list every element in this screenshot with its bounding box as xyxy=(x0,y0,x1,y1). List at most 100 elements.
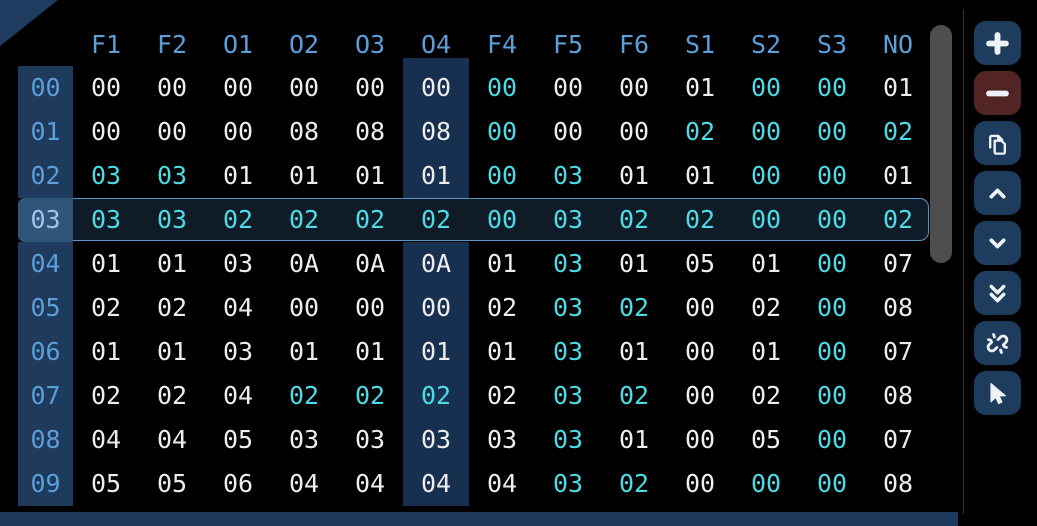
cell-02-f2[interactable]: 03 xyxy=(156,161,188,190)
cell-06-o3[interactable]: 01 xyxy=(354,337,386,366)
cell-04-no[interactable]: 07 xyxy=(882,249,914,278)
column-header-f1[interactable]: F1 xyxy=(90,30,122,59)
column-header-s1[interactable]: S1 xyxy=(684,30,716,59)
column-header-f2[interactable]: F2 xyxy=(156,30,188,59)
cell-08-s2[interactable]: 05 xyxy=(750,425,782,454)
cell-01-s1[interactable]: 02 xyxy=(684,117,716,146)
cell-05-o3[interactable]: 00 xyxy=(354,293,386,322)
cell-05-o2[interactable]: 00 xyxy=(288,293,320,322)
cell-03-o3[interactable]: 02 xyxy=(354,205,386,234)
row-label-04[interactable]: 04 xyxy=(18,242,73,286)
cell-08-o1[interactable]: 05 xyxy=(222,425,254,454)
cell-00-s1[interactable]: 01 xyxy=(684,73,716,102)
column-header-o4[interactable]: O4 xyxy=(420,30,452,59)
cell-00-s3[interactable]: 00 xyxy=(816,73,848,102)
cell-07-o3[interactable]: 02 xyxy=(354,381,386,410)
cell-03-f2[interactable]: 03 xyxy=(156,205,188,234)
table-row-08[interactable]: 08 04 04 05 03 03 03 03 03 01 00 05 00 07 xyxy=(18,418,931,462)
cell-07-s3[interactable]: 00 xyxy=(816,381,848,410)
cell-04-f2[interactable]: 01 xyxy=(156,249,188,278)
row-label-02[interactable]: 02 xyxy=(18,154,73,198)
cell-04-f6[interactable]: 01 xyxy=(618,249,650,278)
cell-09-no[interactable]: 08 xyxy=(882,469,914,498)
unlink-button[interactable] xyxy=(974,321,1021,365)
cell-00-o3[interactable]: 00 xyxy=(354,73,386,102)
cell-07-o4[interactable]: 02 xyxy=(403,374,469,418)
row-label-05[interactable]: 05 xyxy=(18,286,73,330)
cell-06-f4[interactable]: 01 xyxy=(486,337,518,366)
cell-04-o2[interactable]: 0A xyxy=(288,249,320,278)
cell-06-o4[interactable]: 01 xyxy=(403,330,469,374)
cell-01-f1[interactable]: 00 xyxy=(90,117,122,146)
cell-09-f2[interactable]: 05 xyxy=(156,469,188,498)
column-header-s3[interactable]: S3 xyxy=(816,30,848,59)
cell-06-s1[interactable]: 00 xyxy=(684,337,716,366)
cell-09-f5[interactable]: 03 xyxy=(552,469,584,498)
column-header-o1[interactable]: O1 xyxy=(222,30,254,59)
cell-09-o4[interactable]: 04 xyxy=(403,462,469,506)
cell-03-o2[interactable]: 02 xyxy=(288,205,320,234)
cell-05-f4[interactable]: 02 xyxy=(486,293,518,322)
cell-09-f4[interactable]: 04 xyxy=(486,469,518,498)
cell-00-f1[interactable]: 00 xyxy=(90,73,122,102)
move-down-button[interactable] xyxy=(974,221,1021,265)
column-header-no[interactable]: NO xyxy=(882,30,914,59)
remove-button[interactable] xyxy=(974,71,1021,115)
column-header-o3[interactable]: O3 xyxy=(354,30,386,59)
cell-00-o2[interactable]: 00 xyxy=(288,73,320,102)
cell-01-o4[interactable]: 08 xyxy=(403,110,469,154)
cell-04-f1[interactable]: 01 xyxy=(90,249,122,278)
table-row-07[interactable]: 07 02 02 04 02 02 02 02 03 02 00 02 00 08 xyxy=(18,374,931,418)
cell-07-o1[interactable]: 04 xyxy=(222,381,254,410)
cell-06-o2[interactable]: 01 xyxy=(288,337,320,366)
cell-09-s2[interactable]: 00 xyxy=(750,469,782,498)
cell-02-o2[interactable]: 01 xyxy=(288,161,320,190)
cell-05-o4[interactable]: 00 xyxy=(403,286,469,330)
cell-07-f4[interactable]: 02 xyxy=(486,381,518,410)
cell-08-f5[interactable]: 03 xyxy=(552,425,584,454)
cell-02-f1[interactable]: 03 xyxy=(90,161,122,190)
move-to-bottom-button[interactable] xyxy=(974,271,1021,315)
cell-01-f2[interactable]: 00 xyxy=(156,117,188,146)
cell-07-o2[interactable]: 02 xyxy=(288,381,320,410)
table-row-00[interactable]: 00 00 00 00 00 00 00 00 00 00 01 00 00 01 xyxy=(18,66,931,110)
cell-03-no[interactable]: 02 xyxy=(882,205,914,234)
cell-04-o4[interactable]: 0A xyxy=(403,242,469,286)
table-row-03[interactable]: 03 03 03 02 02 02 02 00 03 02 02 00 00 02 xyxy=(18,198,931,242)
pointer-button[interactable] xyxy=(974,371,1021,415)
row-label-06[interactable]: 06 xyxy=(18,330,73,374)
cell-05-s3[interactable]: 00 xyxy=(816,293,848,322)
cell-07-no[interactable]: 08 xyxy=(882,381,914,410)
row-label-01[interactable]: 01 xyxy=(18,110,73,154)
cell-02-no[interactable]: 01 xyxy=(882,161,914,190)
row-label-07[interactable]: 07 xyxy=(18,374,73,418)
cell-02-f6[interactable]: 01 xyxy=(618,161,650,190)
cell-04-o1[interactable]: 03 xyxy=(222,249,254,278)
cell-04-o3[interactable]: 0A xyxy=(354,249,386,278)
cell-05-s2[interactable]: 02 xyxy=(750,293,782,322)
cell-00-f2[interactable]: 00 xyxy=(156,73,188,102)
column-header-f5[interactable]: F5 xyxy=(552,30,584,59)
cell-06-s3[interactable]: 00 xyxy=(816,337,848,366)
cell-05-f1[interactable]: 02 xyxy=(90,293,122,322)
cell-06-f5[interactable]: 03 xyxy=(552,337,584,366)
table-row-09[interactable]: 09 05 05 06 04 04 04 04 03 02 00 00 00 08 xyxy=(18,462,931,506)
cell-04-s2[interactable]: 01 xyxy=(750,249,782,278)
cell-09-s3[interactable]: 00 xyxy=(816,469,848,498)
cell-03-s2[interactable]: 00 xyxy=(750,205,782,234)
cell-06-f1[interactable]: 01 xyxy=(90,337,122,366)
cell-09-f6[interactable]: 02 xyxy=(618,469,650,498)
cell-03-f6[interactable]: 02 xyxy=(618,205,650,234)
cell-08-o2[interactable]: 03 xyxy=(288,425,320,454)
cell-03-s3[interactable]: 00 xyxy=(816,205,848,234)
cell-04-f5[interactable]: 03 xyxy=(552,249,584,278)
move-up-button[interactable] xyxy=(974,171,1021,215)
cell-03-o4[interactable]: 02 xyxy=(420,205,452,234)
cell-07-f5[interactable]: 03 xyxy=(552,381,584,410)
cell-03-s1[interactable]: 02 xyxy=(684,205,716,234)
cell-08-s1[interactable]: 00 xyxy=(684,425,716,454)
cell-08-f6[interactable]: 01 xyxy=(618,425,650,454)
cell-04-f4[interactable]: 01 xyxy=(486,249,518,278)
row-label-03[interactable]: 03 xyxy=(18,198,73,242)
add-button[interactable] xyxy=(974,21,1021,65)
